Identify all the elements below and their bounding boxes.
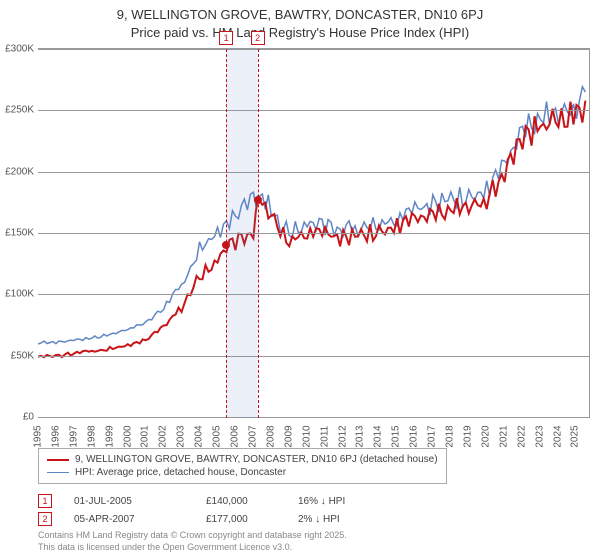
transaction-marker-top: 1 xyxy=(219,31,233,45)
x-tick-label: 2011 xyxy=(319,426,330,448)
y-gridline xyxy=(38,110,589,111)
x-tick-label: 2002 xyxy=(158,425,169,447)
x-tick-label: 2004 xyxy=(194,425,205,447)
x-tick-label: 2018 xyxy=(445,425,456,447)
x-tick-label: 2022 xyxy=(516,425,527,447)
x-tick-label: 1999 xyxy=(104,425,115,447)
y-gridline xyxy=(38,49,589,50)
legend-swatch xyxy=(47,472,69,473)
x-tick-label: 2000 xyxy=(122,425,133,447)
x-tick-label: 2025 xyxy=(570,425,581,447)
transaction-table: 1 01-JUL-2005 £140,000 16% ↓ HPI 2 05-AP… xyxy=(38,492,378,528)
transaction-marker-top: 2 xyxy=(251,31,265,45)
chart-plot-area: £0£50K£100K£150K£200K£250K£300K199519961… xyxy=(38,48,590,418)
legend-label: 9, WELLINGTON GROVE, BAWTRY, DONCASTER, … xyxy=(75,454,438,465)
x-tick-label: 2015 xyxy=(391,425,402,447)
transaction-price: £177,000 xyxy=(206,514,276,525)
legend-swatch xyxy=(47,459,69,461)
title-line-2: Price paid vs. HM Land Registry's House … xyxy=(0,24,600,42)
x-tick-label: 2023 xyxy=(534,425,545,447)
series-property xyxy=(38,101,585,357)
y-tick-label: £0 xyxy=(0,412,34,423)
x-tick-label: 2005 xyxy=(212,425,223,447)
x-tick-label: 2006 xyxy=(230,425,241,447)
y-gridline xyxy=(38,417,589,418)
y-gridline xyxy=(38,356,589,357)
y-gridline xyxy=(38,172,589,173)
transaction-date: 01-JUL-2005 xyxy=(74,496,184,507)
transaction-row: 2 05-APR-2007 £177,000 2% ↓ HPI xyxy=(38,510,378,528)
x-tick-label: 2020 xyxy=(480,425,491,447)
attribution-line: This data is licensed under the Open Gov… xyxy=(38,542,347,554)
x-tick-label: 2014 xyxy=(373,425,384,447)
x-tick-label: 1997 xyxy=(68,425,79,447)
x-tick-label: 2019 xyxy=(462,425,473,447)
legend-item: HPI: Average price, detached house, Donc… xyxy=(47,466,438,479)
transaction-dot xyxy=(222,241,230,249)
y-tick-label: £250K xyxy=(0,105,34,116)
y-tick-label: £200K xyxy=(0,166,34,177)
transaction-vline xyxy=(258,49,259,418)
x-tick-label: 2010 xyxy=(301,425,312,447)
y-tick-label: £100K xyxy=(0,289,34,300)
x-tick-label: 2007 xyxy=(247,425,258,447)
x-tick-label: 2017 xyxy=(427,425,438,447)
legend-label: HPI: Average price, detached house, Donc… xyxy=(75,467,286,478)
x-tick-label: 1998 xyxy=(86,425,97,447)
x-tick-label: 1996 xyxy=(50,425,61,447)
x-tick-label: 2012 xyxy=(337,425,348,447)
legend-item: 9, WELLINGTON GROVE, BAWTRY, DONCASTER, … xyxy=(47,453,438,466)
legend: 9, WELLINGTON GROVE, BAWTRY, DONCASTER, … xyxy=(38,448,447,484)
x-tick-label: 2009 xyxy=(283,425,294,447)
transaction-vline xyxy=(226,49,227,418)
series-hpi xyxy=(38,87,585,344)
x-tick-label: 1995 xyxy=(33,425,44,447)
x-tick-label: 2008 xyxy=(265,425,276,447)
transaction-marker: 1 xyxy=(38,494,52,508)
transaction-price: £140,000 xyxy=(206,496,276,507)
transaction-date: 05-APR-2007 xyxy=(74,514,184,525)
chart-title: 9, WELLINGTON GROVE, BAWTRY, DONCASTER, … xyxy=(0,0,600,42)
x-tick-label: 2021 xyxy=(498,425,509,447)
transaction-shade xyxy=(226,49,258,418)
y-tick-label: £150K xyxy=(0,228,34,239)
x-tick-label: 2024 xyxy=(552,425,563,447)
transaction-dot xyxy=(254,196,262,204)
attribution: Contains HM Land Registry data © Crown c… xyxy=(38,530,347,553)
y-tick-label: £50K xyxy=(0,350,34,361)
x-tick-label: 2001 xyxy=(140,425,151,447)
transaction-marker: 2 xyxy=(38,512,52,526)
title-line-1: 9, WELLINGTON GROVE, BAWTRY, DONCASTER, … xyxy=(0,6,600,24)
y-gridline xyxy=(38,233,589,234)
y-gridline xyxy=(38,294,589,295)
x-tick-label: 2016 xyxy=(409,425,420,447)
transaction-row: 1 01-JUL-2005 £140,000 16% ↓ HPI xyxy=(38,492,378,510)
transaction-delta: 2% ↓ HPI xyxy=(298,514,378,525)
x-tick-label: 2003 xyxy=(176,425,187,447)
attribution-line: Contains HM Land Registry data © Crown c… xyxy=(38,530,347,542)
y-tick-label: £300K xyxy=(0,44,34,55)
transaction-delta: 16% ↓ HPI xyxy=(298,496,378,507)
x-tick-label: 2013 xyxy=(355,425,366,447)
